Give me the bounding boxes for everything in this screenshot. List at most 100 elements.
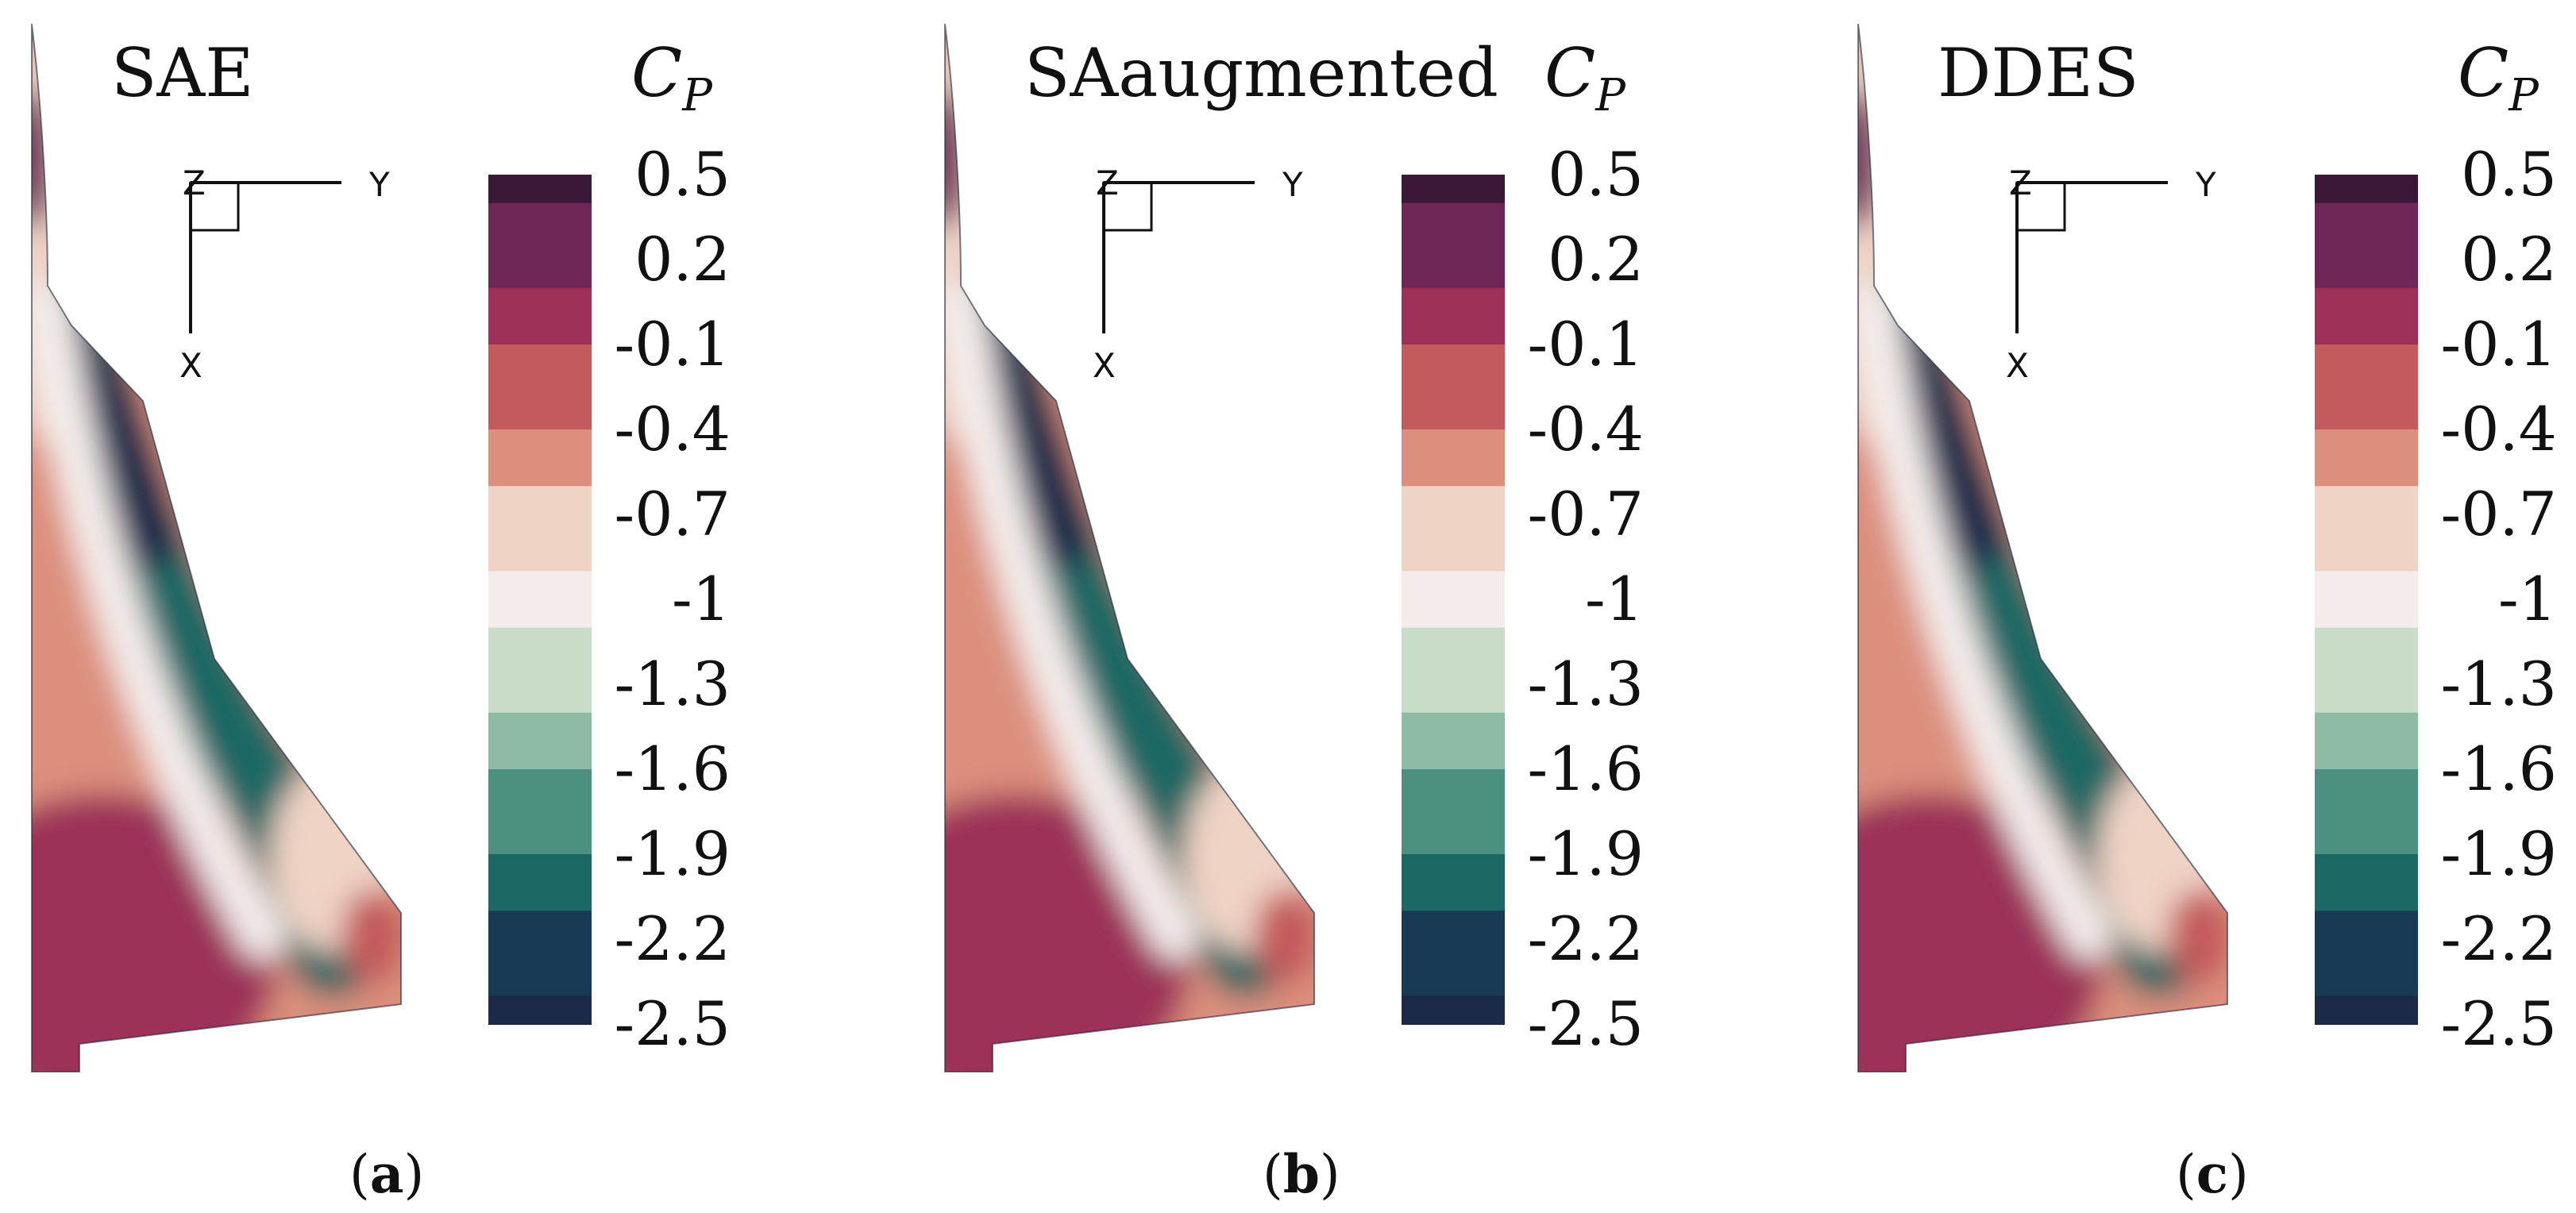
- panel-title: SAaugmented: [1024, 34, 1498, 112]
- colorbar-swatch: [2315, 486, 2418, 515]
- colorbar-swatch: [2315, 712, 2418, 742]
- colorbar-swatch: [1402, 345, 1505, 374]
- colorbar-tick: -0.1: [2440, 309, 2557, 379]
- colorbar-tick: -0.7: [2440, 479, 2557, 549]
- axis-label-x: X: [2006, 346, 2029, 385]
- colorbar-swatch: [2315, 345, 2418, 374]
- colorbar-swatch: [1402, 260, 1505, 289]
- colorbar-swatch: [2315, 175, 2418, 204]
- colorbar-tick: 0.5: [634, 139, 731, 210]
- colorbar-swatch: [2315, 514, 2418, 544]
- colorbar-swatch: [488, 345, 592, 374]
- colorbar-swatch: [2315, 967, 2418, 997]
- axis-label-y: Y: [1282, 165, 1303, 204]
- colorbar-swatch: [1402, 656, 1505, 685]
- colorbar-tick: -1.9: [2440, 818, 2557, 889]
- colorbar: [488, 175, 592, 1025]
- colorbar-tick: 0.2: [1548, 224, 1644, 295]
- colorbar-swatch: [1402, 457, 1505, 487]
- colorbar-swatch: [2315, 457, 2418, 487]
- colorbar-tick: -2.2: [614, 903, 731, 974]
- colorbar-swatch: [488, 401, 592, 430]
- colorbar-tick: -1.3: [1527, 649, 1644, 719]
- colorbar-swatch: [1402, 429, 1505, 459]
- pressure-contour-plot: [1857, 23, 2418, 1072]
- colorbar-tick: -0.1: [1527, 309, 1644, 379]
- panel-caption: (a): [349, 1143, 425, 1205]
- colorbar-swatch: [1402, 627, 1505, 657]
- colorbar-swatch: [2315, 260, 2418, 289]
- colorbar-swatch: [2315, 826, 2418, 855]
- colorbar-swatch: [1402, 287, 1505, 318]
- colorbar-tick: -0.7: [614, 479, 731, 549]
- colorbar-swatch: [2315, 599, 2418, 629]
- colorbar-swatch: [488, 627, 592, 657]
- colorbar-swatch: [2315, 656, 2418, 685]
- colorbar-tick: -1: [2497, 564, 2557, 634]
- colorbar-tick: -0.1: [614, 309, 731, 379]
- colorbar-swatch: [1402, 316, 1505, 345]
- colorbar-swatch: [1402, 967, 1505, 997]
- colorbar-swatch: [488, 684, 592, 714]
- colorbar-swatch: [2315, 401, 2418, 430]
- colorbar-swatch: [1402, 797, 1505, 827]
- colorbar-swatch: [1402, 571, 1505, 600]
- colorbar-swatch: [2315, 911, 2418, 940]
- colorbar-tick: -1: [671, 564, 731, 634]
- colorbar-swatch: [2315, 854, 2418, 884]
- colorbar-swatch: [488, 854, 592, 884]
- colorbar-swatch: [488, 571, 592, 600]
- axis-triad: [189, 181, 341, 333]
- colorbar-tick: -2.2: [2440, 903, 2557, 974]
- panel-b: SAaugmented CP 0.5 0.2 -0.1 -0.4 -0.7 -1 -1.3 -1.…: [913, 0, 1787, 1205]
- colorbar-swatch: [488, 995, 592, 1025]
- colorbar-tick: -1.6: [2440, 734, 2557, 804]
- colorbar-swatch: [1402, 202, 1505, 233]
- pressure-contour-plot: [944, 23, 1505, 1072]
- panel-title: DDES: [1938, 34, 2139, 112]
- colorbar-tick: -1: [1584, 564, 1644, 634]
- colorbar-swatch: [1402, 854, 1505, 884]
- colorbar: [1402, 175, 1505, 1025]
- axis-label-x: X: [179, 346, 202, 385]
- axis-label-z: Z: [183, 164, 206, 202]
- colorbar-tick: -0.4: [1527, 394, 1644, 464]
- colorbar: [2315, 175, 2418, 1025]
- colorbar-swatch: [488, 260, 592, 289]
- colorbar-tick: -1.3: [2440, 649, 2557, 719]
- colorbar-swatch: [1402, 486, 1505, 515]
- colorbar-swatch: [2315, 995, 2418, 1025]
- colorbar-swatch: [2315, 627, 2418, 657]
- colorbar-swatch: [488, 599, 592, 629]
- colorbar-swatch: [1402, 542, 1505, 572]
- colorbar-swatch: [1402, 401, 1505, 430]
- colorbar-tick: 0.5: [1548, 139, 1644, 210]
- colorbar-tick: -1.9: [1527, 818, 1644, 889]
- colorbar-swatch: [488, 769, 592, 799]
- axis-label-z: Z: [1096, 164, 1119, 202]
- axis-triad: [2015, 181, 2168, 333]
- colorbar-swatch: [488, 882, 592, 912]
- colorbar-swatch: [488, 429, 592, 459]
- colorbar-swatch: [1402, 939, 1505, 968]
- colorbar-tick: -2.5: [1527, 988, 1644, 1059]
- axis-label-y: Y: [369, 165, 390, 204]
- colorbar-swatch: [488, 372, 592, 402]
- colorbar-swatch: [2315, 287, 2418, 318]
- colorbar-swatch: [488, 712, 592, 742]
- colorbar-swatch: [488, 656, 592, 685]
- axis-label-z: Z: [2009, 164, 2032, 202]
- panel-title: SAE: [111, 34, 254, 112]
- colorbar-swatch: [488, 175, 592, 204]
- colorbar-swatch: [2315, 429, 2418, 459]
- colorbar-swatch: [1402, 882, 1505, 912]
- colorbar-swatch: [2315, 372, 2418, 402]
- colorbar-tick: -2.5: [2440, 988, 2557, 1059]
- colorbar-swatch: [1402, 372, 1505, 402]
- colorbar-swatch: [2315, 741, 2418, 770]
- colorbar-tick: -1.3: [614, 649, 731, 719]
- colorbar-swatch: [2315, 571, 2418, 600]
- colorbar-tick: 0.5: [2461, 139, 2557, 210]
- colorbar-swatch: [1402, 826, 1505, 855]
- colorbar-swatch: [1402, 741, 1505, 770]
